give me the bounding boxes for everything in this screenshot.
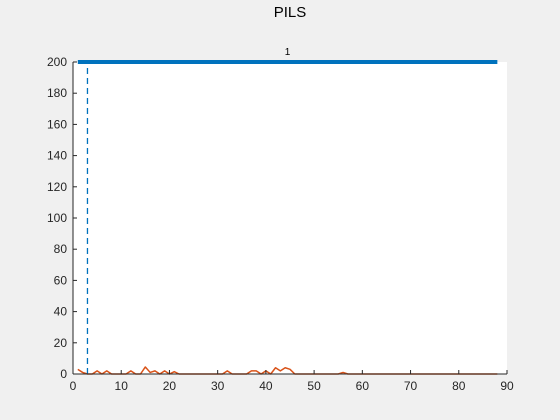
plot-area [73, 62, 507, 374]
top-bar-label: 1 [285, 47, 291, 58]
x-tick-label: 10 [115, 379, 129, 393]
y-tick-label: 60 [54, 273, 68, 287]
y-tick-label: 20 [54, 336, 68, 350]
x-tick-label: 60 [356, 379, 370, 393]
y-tick-label: 180 [47, 86, 67, 100]
x-tick-label: 40 [259, 379, 273, 393]
axes: 0 10 20 30 40 50 60 70 80 90 0 20 40 60 80 100 120 140 160… [47, 55, 514, 393]
x-tick-label: 0 [70, 379, 77, 393]
x-tick-label: 90 [500, 379, 514, 393]
x-tick-label: 30 [211, 379, 225, 393]
y-tick-label: 80 [54, 242, 68, 256]
x-tick-label: 70 [404, 379, 418, 393]
y-tick-label: 120 [47, 180, 67, 194]
x-tick-label: 20 [163, 379, 177, 393]
y-tick-label: 40 [54, 305, 68, 319]
chart-title: PILS [274, 4, 307, 21]
x-tick-label: 50 [307, 379, 321, 393]
y-tick-label: 160 [47, 117, 67, 131]
y-tick-label: 140 [47, 149, 67, 163]
x-tick-label: 80 [452, 379, 466, 393]
y-tick-label: 200 [47, 55, 67, 69]
y-tick-label: 0 [60, 367, 67, 381]
y-tick-label: 100 [47, 211, 67, 225]
